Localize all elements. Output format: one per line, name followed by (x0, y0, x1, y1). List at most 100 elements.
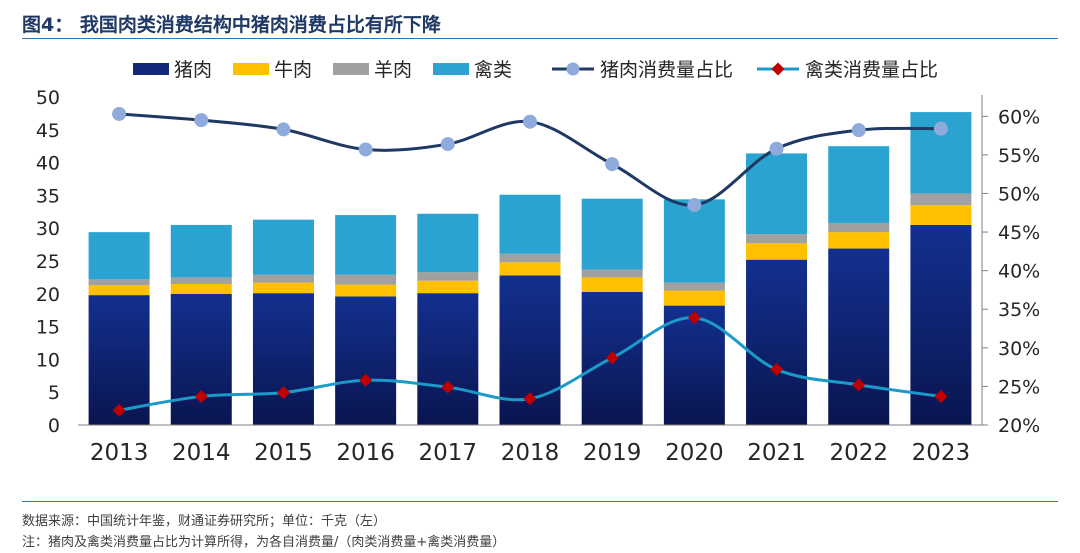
bar-poultry-2019 (581, 198, 643, 270)
poultry-share-point-2019 (605, 351, 619, 365)
x-axis-tick-label: 2022 (829, 440, 888, 466)
pork-share-point-2019 (605, 157, 620, 172)
bar-beef-2019 (581, 277, 643, 292)
bar-mutton-2015 (252, 274, 314, 283)
pork-share-point-2020 (687, 198, 702, 213)
legend-label-5: 禽类消费量占比 (805, 59, 938, 81)
legend-swatch-2 (333, 63, 369, 75)
left-axis-tick-label: 20 (36, 284, 60, 306)
pork-share-point-2018 (523, 114, 537, 129)
right-axis: 20% 25% 30% 35% 40% 45% 50% 55% 60% (981, 95, 1040, 437)
legend-label-1: 牛肉 (274, 59, 312, 81)
legend-swatch-3 (433, 63, 469, 75)
bar-poultry-2017 (417, 213, 479, 273)
chart: 猪肉 牛肉 羊肉 禽类 猪肉消费量占比 禽类消费量占比 0 5 10 15 20 25 30 35 40 4… (36, 59, 1040, 466)
bar-beef-2020 (663, 290, 725, 306)
bar-mutton-2022 (828, 222, 890, 233)
bar-poultry-2022 (828, 146, 890, 223)
legend-swatch-0 (133, 63, 169, 75)
pork-share-point-2017 (440, 137, 455, 152)
bar-mutton-2020 (663, 282, 725, 291)
bar-pork-2016 (335, 296, 397, 425)
x-axis-tick-label: 2020 (665, 440, 724, 466)
x-axis-tick-label: 2018 (501, 440, 560, 466)
x-axis-tick-label: 2015 (254, 440, 313, 466)
right-axis-tick-label: 25% (998, 376, 1040, 398)
bar-mutton-2014 (170, 277, 232, 284)
bar-mutton-2013 (88, 279, 150, 286)
poultry-share-point-2021 (770, 362, 784, 376)
x-axis-tick-label: 2019 (583, 440, 642, 466)
x-axis-tick-label: 2013 (90, 440, 149, 466)
x-axis-tick-label: 2023 (912, 440, 971, 466)
poultry-share-point-2013 (112, 403, 126, 417)
bar-beef-2015 (252, 282, 314, 294)
bar-mutton-2019 (581, 269, 643, 278)
legend-label-3: 禽类 (474, 59, 512, 81)
legend-label-0: 猪肉 (174, 59, 212, 81)
bar-mutton-2017 (417, 272, 479, 281)
pork-share-point-2022 (851, 123, 866, 138)
left-axis-tick-label: 35 (36, 185, 60, 207)
pork-share-point-2021 (769, 141, 784, 156)
legend-swatch-1 (233, 63, 269, 75)
left-axis-tick-label: 25 (36, 251, 60, 273)
right-axis-tick-label: 45% (998, 222, 1040, 244)
right-axis-tick-label: 55% (998, 145, 1040, 167)
left-axis-tick-label: 15 (36, 317, 60, 339)
right-axis-tick-label: 20% (998, 415, 1040, 437)
figure-title: 图4： 我国肉类消费结构中猪肉消费占比有所下降 (22, 14, 441, 36)
pork-share-point-2016 (358, 142, 373, 157)
right-axis-tick-label: 50% (998, 183, 1040, 205)
bar-beef-2023 (910, 205, 972, 225)
bar-poultry-2016 (335, 215, 397, 275)
source-note: 数据来源：中国统计年鉴，财通证券研究所；单位：千克（左） (22, 514, 387, 529)
bar-poultry-2018 (499, 194, 561, 254)
x-axis-tick-label: 2014 (172, 440, 231, 466)
bar-mutton-2021 (746, 234, 808, 244)
x-axis-tick-label: 2016 (336, 440, 395, 466)
bar-poultry-2015 (252, 219, 314, 275)
left-axis-tick-label: 5 (48, 382, 60, 404)
bar-pork-2015 (252, 293, 314, 425)
bar-pork-2021 (746, 259, 808, 425)
x-axis-tick-label: 2017 (419, 440, 478, 466)
legend-marker-5 (771, 62, 785, 76)
poultry-share-point-2020 (687, 311, 701, 325)
bar-pork-2022 (828, 248, 890, 425)
right-axis-tick-label: 40% (998, 261, 1040, 283)
right-axis-tick-label: 30% (998, 338, 1040, 360)
bars (88, 112, 972, 425)
bar-pork-2013 (88, 295, 150, 425)
footer-divider (22, 501, 1058, 502)
legend-marker-4 (566, 62, 580, 76)
poultry-share-point-2022 (852, 378, 866, 392)
left-axis-tick-label: 45 (36, 120, 60, 142)
bar-poultry-2014 (170, 224, 232, 278)
annotation-note: 注：猪肉及禽类消费量占比为计算所得，为各自消费量/（肉类消费量+禽类消费量） (22, 535, 506, 550)
legend: 猪肉 牛肉 羊肉 禽类 猪肉消费量占比 禽类消费量占比 (133, 59, 938, 81)
left-axis-tick-label: 50 (36, 87, 60, 109)
bar-poultry-2020 (663, 199, 725, 283)
pork-share-point-2023 (933, 121, 948, 136)
left-axis-tick-label: 0 (48, 415, 60, 437)
poultry-share-point-2017 (441, 380, 455, 394)
left-axis: 0 5 10 15 20 25 30 35 40 45 50 (36, 87, 60, 437)
bar-beef-2017 (417, 280, 479, 294)
legend-label-4: 猪肉消费量占比 (600, 59, 733, 81)
x-axis-tick-label: 2021 (747, 440, 806, 466)
bar-beef-2013 (88, 285, 150, 296)
bar-beef-2014 (170, 283, 232, 294)
bar-beef-2022 (828, 232, 890, 249)
bar-beef-2016 (335, 284, 397, 297)
x-axis: 2013 2014 2015 2016 2017 2018 2019 2020 2021 2022… (78, 424, 982, 466)
bar-beef-2018 (499, 262, 561, 276)
poultry-share-point-2016 (359, 373, 373, 387)
poultry-share-point-2018 (523, 392, 537, 406)
bar-mutton-2018 (499, 253, 561, 263)
pork-share-point-2015 (276, 122, 291, 137)
pork-share-point-2014 (194, 113, 209, 128)
bar-mutton-2023 (910, 193, 972, 206)
pork-share-point-2013 (112, 106, 127, 121)
poultry-share-point-2014 (194, 389, 208, 403)
